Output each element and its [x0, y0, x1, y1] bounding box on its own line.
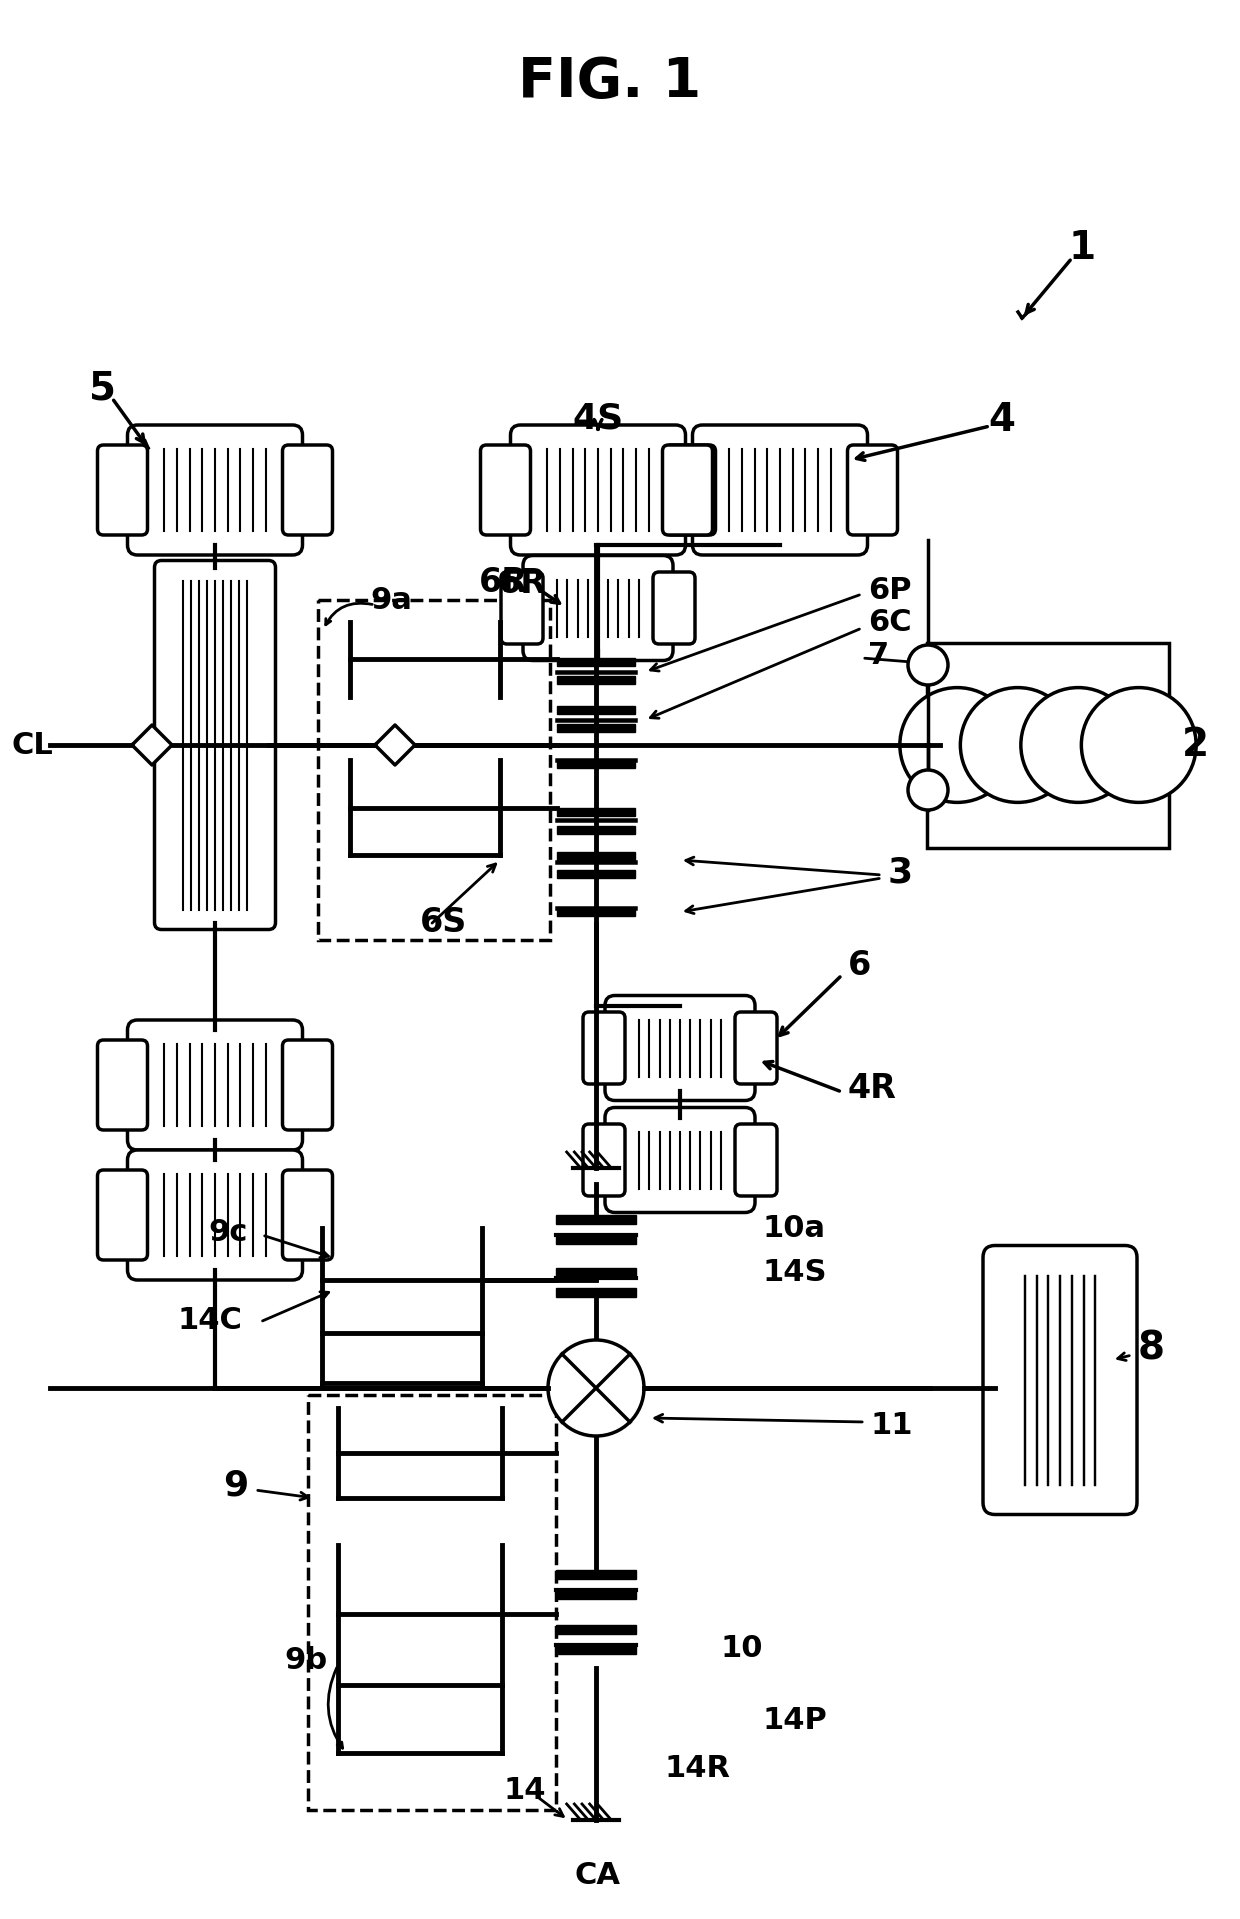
- FancyBboxPatch shape: [128, 1021, 303, 1149]
- FancyBboxPatch shape: [481, 445, 531, 535]
- FancyBboxPatch shape: [283, 445, 332, 535]
- FancyBboxPatch shape: [283, 1040, 332, 1130]
- Polygon shape: [557, 852, 635, 860]
- Text: CL: CL: [11, 731, 53, 760]
- FancyBboxPatch shape: [605, 996, 755, 1100]
- Text: 1: 1: [1069, 228, 1096, 267]
- Circle shape: [908, 770, 949, 810]
- Text: 14: 14: [503, 1775, 547, 1804]
- Polygon shape: [557, 760, 635, 768]
- Text: 2: 2: [1182, 725, 1209, 764]
- Polygon shape: [557, 675, 635, 683]
- FancyBboxPatch shape: [662, 445, 713, 535]
- Circle shape: [900, 687, 1014, 802]
- FancyBboxPatch shape: [98, 445, 148, 535]
- Text: 14S: 14S: [763, 1257, 827, 1286]
- Text: 4: 4: [988, 401, 1016, 439]
- Text: FIG. 1: FIG. 1: [518, 56, 702, 109]
- Polygon shape: [557, 706, 635, 714]
- Circle shape: [960, 687, 1075, 802]
- Bar: [317, 601, 551, 940]
- Polygon shape: [557, 908, 635, 915]
- Polygon shape: [131, 725, 172, 766]
- FancyBboxPatch shape: [735, 1011, 777, 1084]
- FancyBboxPatch shape: [735, 1125, 777, 1196]
- FancyBboxPatch shape: [847, 445, 898, 535]
- FancyBboxPatch shape: [583, 1011, 625, 1084]
- Text: 14P: 14P: [763, 1706, 827, 1735]
- FancyBboxPatch shape: [692, 424, 868, 555]
- FancyBboxPatch shape: [653, 572, 694, 645]
- FancyBboxPatch shape: [523, 555, 673, 660]
- Text: 9c: 9c: [208, 1217, 248, 1247]
- Polygon shape: [556, 1625, 636, 1633]
- Polygon shape: [557, 658, 635, 666]
- Polygon shape: [556, 1236, 636, 1244]
- Polygon shape: [374, 725, 415, 766]
- Bar: [308, 1395, 556, 1810]
- Text: 9: 9: [223, 1468, 248, 1503]
- Polygon shape: [557, 723, 635, 731]
- Text: 9b: 9b: [285, 1645, 329, 1675]
- Text: 6: 6: [848, 948, 872, 981]
- Text: 3: 3: [888, 856, 913, 888]
- Polygon shape: [557, 825, 635, 835]
- Bar: [928, 643, 1169, 848]
- Circle shape: [908, 645, 949, 685]
- FancyBboxPatch shape: [501, 572, 543, 645]
- Text: 14C: 14C: [177, 1305, 242, 1334]
- Text: 4S: 4S: [573, 401, 624, 436]
- Text: 10: 10: [720, 1633, 763, 1662]
- FancyBboxPatch shape: [155, 560, 275, 929]
- FancyBboxPatch shape: [983, 1245, 1137, 1514]
- Polygon shape: [556, 1570, 636, 1579]
- Text: 9a: 9a: [370, 585, 412, 614]
- Polygon shape: [556, 1215, 636, 1224]
- Text: 6P: 6P: [868, 576, 911, 604]
- FancyBboxPatch shape: [128, 424, 303, 555]
- FancyBboxPatch shape: [583, 1125, 625, 1196]
- Text: 14R: 14R: [665, 1754, 732, 1783]
- Text: 6R: 6R: [479, 566, 528, 599]
- Text: CA: CA: [575, 1861, 621, 1890]
- Text: 7: 7: [868, 641, 889, 670]
- Circle shape: [548, 1339, 644, 1435]
- Polygon shape: [557, 869, 635, 879]
- Text: 6S: 6S: [420, 906, 467, 938]
- Polygon shape: [556, 1288, 636, 1297]
- Text: 6C: 6C: [868, 608, 911, 637]
- Polygon shape: [556, 1268, 636, 1276]
- Polygon shape: [556, 1591, 636, 1599]
- Circle shape: [1021, 687, 1136, 802]
- Text: 5: 5: [88, 368, 115, 407]
- FancyBboxPatch shape: [283, 1171, 332, 1261]
- FancyBboxPatch shape: [605, 1107, 755, 1213]
- FancyBboxPatch shape: [98, 1040, 148, 1130]
- Text: 10a: 10a: [763, 1213, 825, 1242]
- FancyBboxPatch shape: [98, 1171, 148, 1261]
- Circle shape: [1081, 687, 1197, 802]
- Text: 4R: 4R: [848, 1071, 897, 1105]
- Polygon shape: [557, 808, 635, 816]
- Text: 11: 11: [870, 1410, 913, 1439]
- FancyBboxPatch shape: [128, 1149, 303, 1280]
- Text: 8: 8: [1138, 1330, 1166, 1366]
- FancyBboxPatch shape: [666, 445, 715, 535]
- Text: 6R: 6R: [497, 566, 547, 599]
- Polygon shape: [556, 1645, 636, 1654]
- FancyBboxPatch shape: [511, 424, 686, 555]
